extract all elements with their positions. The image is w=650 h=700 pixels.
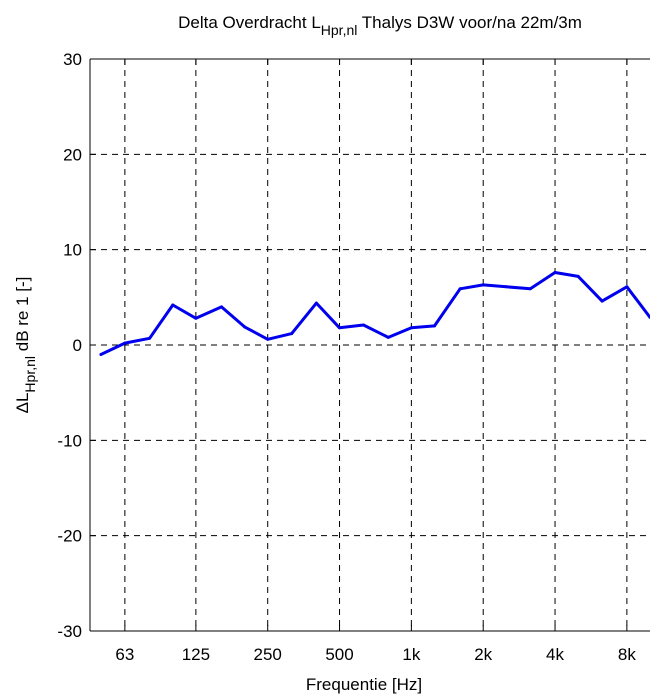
data-point [266, 337, 270, 341]
chart-title-main: Delta Overdracht L [178, 13, 321, 32]
chart-title-rest: Thalys D3W voor/na 22m/3m [357, 13, 582, 32]
data-point [220, 305, 223, 309]
data-point [433, 324, 436, 328]
data-point [148, 336, 152, 340]
data-point [290, 332, 294, 336]
series-line [100, 271, 650, 356]
y-tick-label: 0 [73, 336, 82, 355]
data-point [625, 285, 629, 289]
x-tick-label: 4k [546, 645, 564, 664]
data-point [338, 326, 341, 330]
y-tick-label: 20 [63, 145, 82, 164]
y-tick-labels: -30 -20 -10 0 10 20 30 [57, 50, 82, 641]
x-tick-label: 2k [474, 645, 492, 664]
x-tick-label: 125 [182, 645, 210, 664]
y-axis-label-subscript: Hpr,nl [22, 356, 38, 393]
x-tick-label: 63 [115, 645, 134, 664]
data-point [314, 301, 318, 305]
y-axis-label-main: ΔL [13, 393, 32, 414]
data-point [123, 341, 127, 345]
x-axis-label: Frequentie [Hz] [306, 675, 422, 694]
series-group [99, 271, 650, 356]
y-tick-label: 30 [63, 50, 82, 69]
y-axis-label-rest: dB re 1 [-] [13, 277, 32, 356]
data-point [362, 323, 365, 327]
x-tick-label: 250 [254, 645, 282, 664]
data-point [409, 326, 413, 330]
data-point [553, 271, 557, 274]
y-tick-label: -10 [57, 431, 82, 450]
data-point [99, 353, 103, 356]
data-point [171, 303, 175, 307]
data-point [386, 335, 390, 339]
y-tick-label: 10 [63, 241, 82, 260]
data-point [504, 285, 508, 289]
data-point [458, 287, 462, 291]
chart-title-subscript: Hpr,nl [321, 22, 358, 38]
data-point [243, 325, 247, 329]
data-point [528, 287, 532, 291]
x-tick-label: 1k [402, 645, 420, 664]
chart-title: Delta Overdracht LHpr,nl Thalys D3W voor… [178, 13, 582, 38]
data-point [481, 283, 485, 287]
y-tick-label: -30 [57, 622, 82, 641]
x-tick-labels: 63 125 250 500 1k 2k 4k 8k [115, 645, 636, 664]
y-tick-label: -20 [57, 527, 82, 546]
x-tick-label: 500 [325, 645, 353, 664]
x-tick-label: 8k [618, 645, 636, 664]
grid [90, 59, 650, 631]
data-point [194, 316, 198, 320]
y-axis-label: ΔLHpr,nl dB re 1 [-] [13, 277, 38, 414]
data-point [600, 299, 604, 303]
data-point [576, 274, 580, 278]
